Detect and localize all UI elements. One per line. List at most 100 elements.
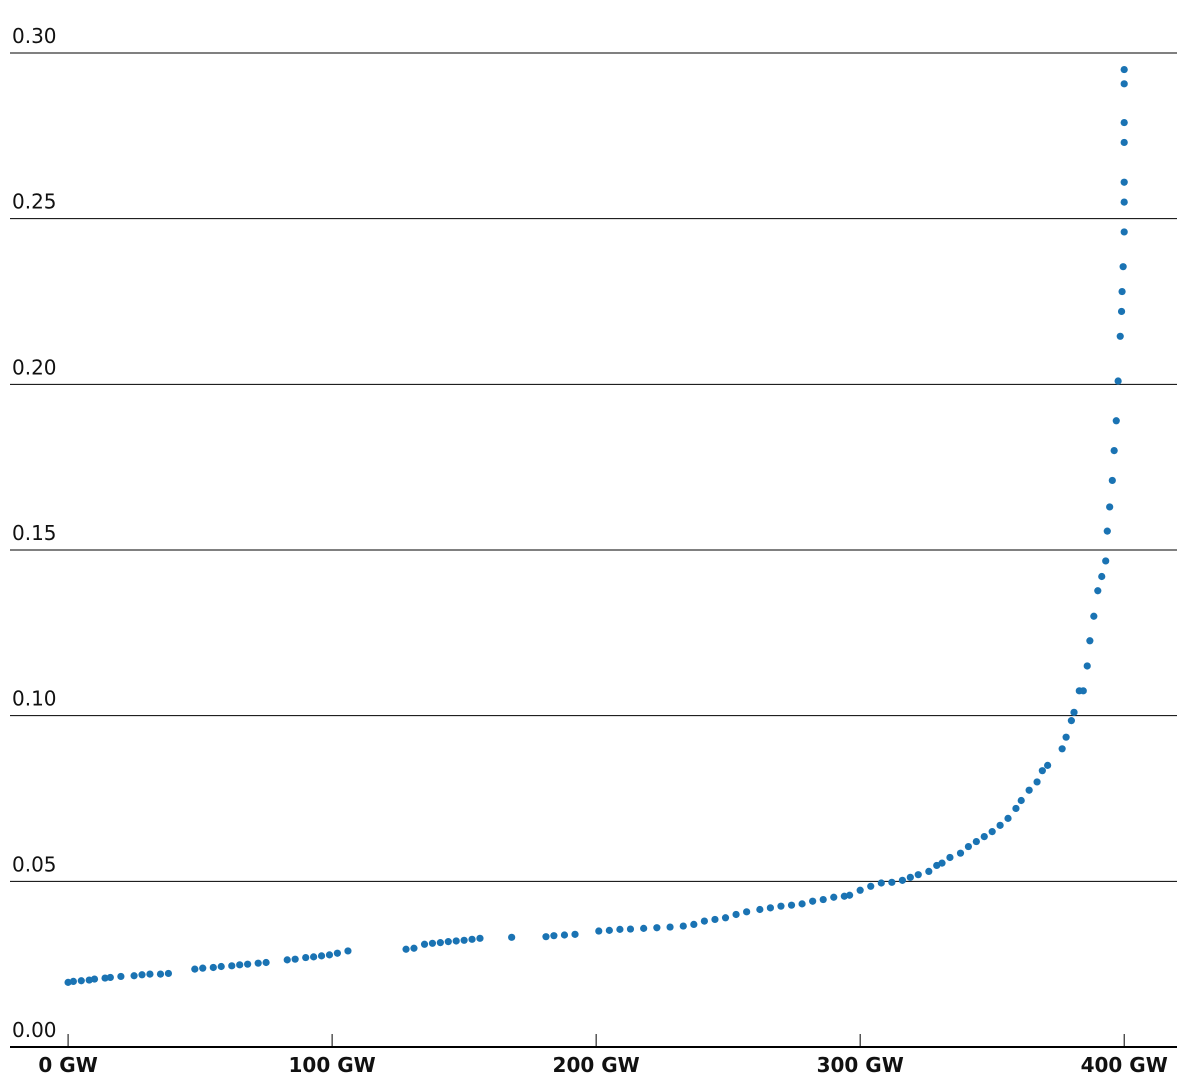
point <box>1094 587 1102 595</box>
point <box>809 897 817 905</box>
point <box>756 905 764 914</box>
point <box>90 975 99 983</box>
point <box>1117 307 1126 316</box>
point <box>310 953 318 961</box>
point <box>550 932 558 940</box>
point <box>1058 745 1066 753</box>
point <box>1070 708 1078 716</box>
point <box>333 949 341 957</box>
y-tick-label: 0.00 <box>12 1018 57 1042</box>
point <box>1120 80 1128 88</box>
point <box>283 956 291 964</box>
point <box>914 871 922 879</box>
x-tick-label: 100 GW <box>289 1053 376 1075</box>
y-tick-label: 0.20 <box>12 355 57 379</box>
point <box>1114 377 1122 385</box>
point <box>244 960 252 968</box>
point <box>867 882 875 890</box>
point <box>1062 733 1070 741</box>
point <box>468 935 476 943</box>
point <box>766 904 774 912</box>
point <box>980 833 988 841</box>
point <box>560 931 569 939</box>
point <box>236 961 244 969</box>
point <box>156 970 165 978</box>
point <box>1012 804 1020 813</box>
point <box>254 959 262 967</box>
point <box>1108 476 1116 485</box>
point <box>1025 786 1033 794</box>
point <box>410 944 418 952</box>
point <box>130 972 138 980</box>
point <box>1120 178 1128 186</box>
point <box>1038 767 1046 775</box>
point <box>996 821 1004 829</box>
point <box>925 867 933 875</box>
point <box>888 878 896 886</box>
point <box>819 895 827 904</box>
y-tick-label: 0.05 <box>12 852 57 876</box>
point <box>138 971 146 979</box>
point <box>711 915 719 924</box>
point <box>508 933 516 941</box>
point <box>1102 557 1110 565</box>
point <box>69 977 77 985</box>
point <box>653 924 661 932</box>
point <box>77 977 85 985</box>
point <box>1112 417 1120 425</box>
point <box>1110 447 1118 455</box>
point <box>906 873 914 881</box>
point <box>1086 637 1094 645</box>
point <box>1103 527 1111 535</box>
x-tick-label: 0 GW <box>38 1053 97 1075</box>
point <box>679 922 687 930</box>
y-tick-label: 0.15 <box>12 521 57 545</box>
point <box>444 938 452 946</box>
point <box>626 925 635 933</box>
point <box>856 886 864 894</box>
point <box>1106 503 1114 511</box>
point <box>262 958 270 967</box>
point <box>1033 778 1041 786</box>
point <box>420 940 429 948</box>
point <box>1017 796 1025 805</box>
point <box>476 934 484 942</box>
point <box>542 933 550 941</box>
point <box>956 849 965 857</box>
point <box>877 879 885 887</box>
point <box>830 893 838 901</box>
point <box>972 837 980 846</box>
point <box>988 828 996 836</box>
point <box>217 962 225 971</box>
point <box>946 853 954 862</box>
point <box>1079 687 1087 695</box>
point <box>898 876 907 884</box>
point <box>1120 65 1128 74</box>
x-tick-label: 400 GW <box>1081 1053 1168 1075</box>
point <box>743 908 751 916</box>
point <box>199 964 207 972</box>
point <box>191 965 199 973</box>
point <box>291 955 299 963</box>
point <box>402 945 410 953</box>
point <box>571 930 579 938</box>
point <box>700 917 708 925</box>
point <box>605 926 613 934</box>
point <box>964 842 973 851</box>
point <box>721 914 730 922</box>
point <box>732 910 740 919</box>
point <box>1090 612 1098 620</box>
point <box>317 952 326 960</box>
point <box>798 900 806 908</box>
point <box>436 939 444 947</box>
point <box>460 936 468 944</box>
point <box>106 973 114 982</box>
point <box>428 939 437 947</box>
point <box>595 927 603 935</box>
x-tick-label: 300 GW <box>817 1053 904 1075</box>
point <box>938 859 946 867</box>
point <box>164 969 173 978</box>
point <box>690 920 698 929</box>
point <box>325 951 334 959</box>
